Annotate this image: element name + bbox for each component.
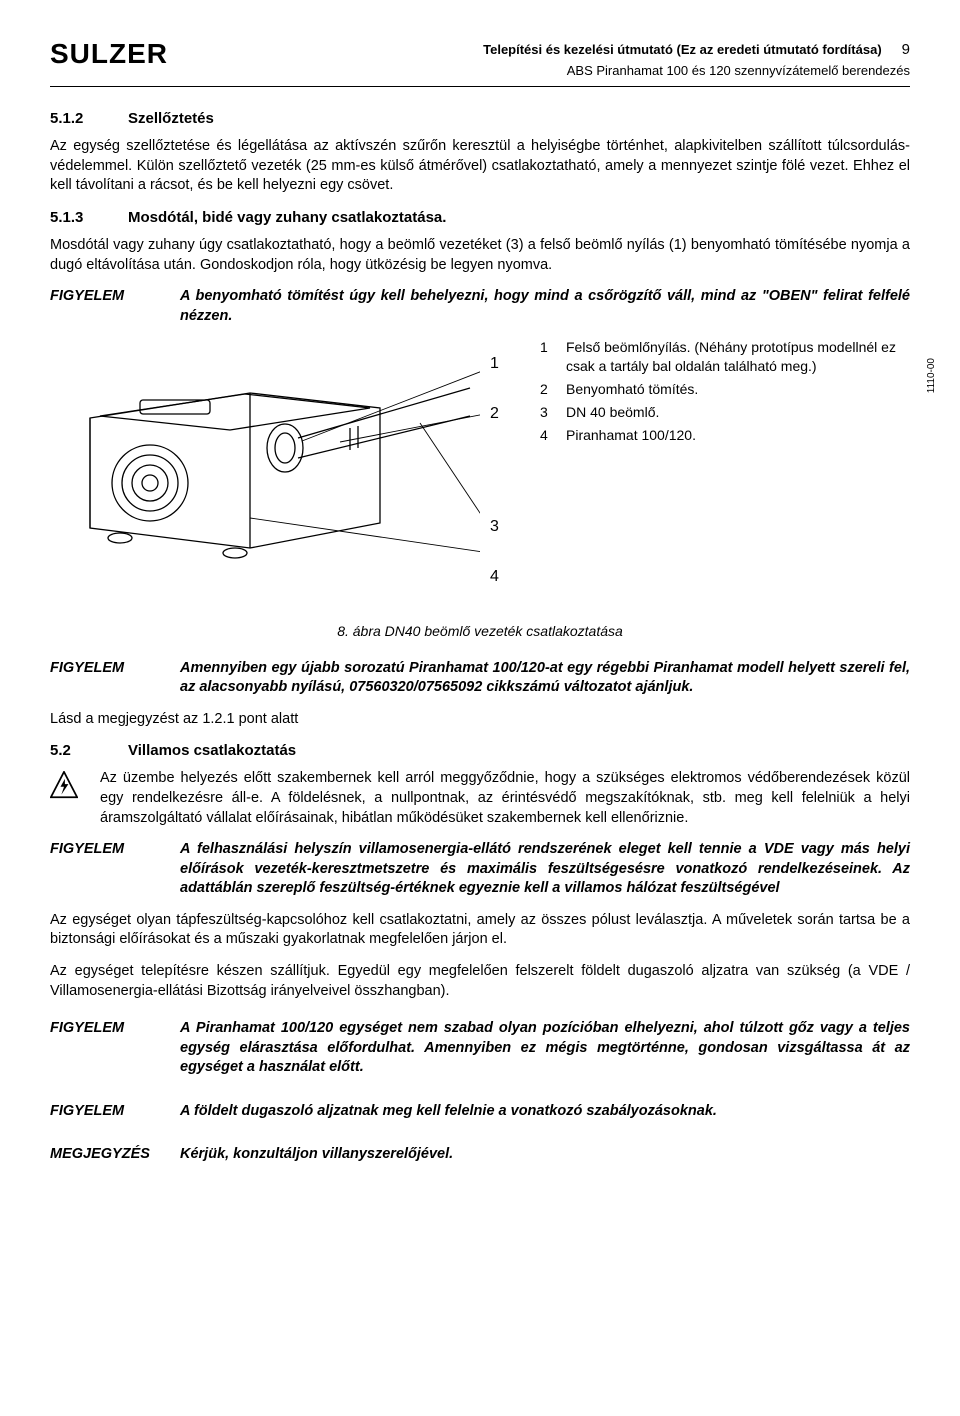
legend-text: DN 40 beömlő.: [566, 403, 659, 422]
legend-item-2: 2 Benyomható tömítés.: [540, 380, 910, 399]
section-title: Mosdótál, bidé vagy zuhany csatlakoztatá…: [128, 208, 446, 228]
callout-1: 1: [490, 353, 530, 375]
notice-text: Kérjük, konzultáljon villanyszerelőjével…: [180, 1145, 910, 1165]
doc-subtitle: ABS Piranhamat 100 és 120 szennyvízáteme…: [483, 62, 910, 80]
page-number: 9: [902, 40, 910, 60]
legend-text: Felső beömlőnyílás. (Néhány prototípus m…: [566, 338, 910, 376]
notice-label: FIGYELEM: [50, 659, 180, 698]
legend-item-3: 3 DN 40 beömlő.: [540, 403, 910, 422]
notice-text: Amennyiben egy újabb sorozatú Piranhamat…: [180, 659, 910, 698]
section-5-1-2-heading: 5.1.2 Szellőztetés: [50, 109, 910, 129]
notice-2: FIGYELEM Amennyiben egy újabb sorozatú P…: [50, 659, 910, 698]
section-5-2-body: Az üzembe helyezés előtt szakembernek ke…: [100, 769, 910, 828]
figure-legend: 1 Felső beömlőnyílás. (Néhány prototípus…: [540, 338, 910, 448]
device-diagram-svg: [50, 338, 480, 578]
legend-text: Benyomható tömítés.: [566, 380, 698, 399]
figure-callouts: 1 2 3 4: [490, 338, 530, 615]
notice-4: FIGYELEM A Piranhamat 100/120 egységet n…: [50, 1019, 910, 1078]
legend-num: 2: [540, 380, 554, 399]
notice-label: FIGYELEM: [50, 1019, 180, 1078]
legend-num: 3: [540, 403, 554, 422]
notice-text: A földelt dugaszoló aljzatnak meg kell f…: [180, 1102, 910, 1122]
legend-text: Piranhamat 100/120.: [566, 426, 696, 445]
notice-3: FIGYELEM A felhasználási helyszín villam…: [50, 840, 910, 899]
figure-image: [50, 338, 480, 585]
section-title: Villamos csatlakoztatás: [128, 741, 296, 761]
logo: SULZER: [50, 40, 168, 68]
electrical-hazard-icon: [50, 771, 78, 799]
notice-label: FIGYELEM: [50, 1102, 180, 1122]
figure-8: 1 2 3 4 1 Felső beömlőnyílás. (Néhány pr…: [50, 338, 910, 615]
callout-2: 2: [490, 403, 530, 425]
warning-block: Az üzembe helyezés előtt szakembernek ke…: [50, 769, 910, 828]
header-right: Telepítési és kezelési útmutató (Ez az e…: [483, 40, 910, 80]
callout-3: 3: [490, 516, 530, 538]
notice-label: FIGYELEM: [50, 840, 180, 899]
section-5-1-3-body: Mosdótál vagy zuhany úgy csatlakoztathat…: [50, 236, 910, 275]
notice-1: FIGYELEM A benyomható tömítést úgy kell …: [50, 287, 910, 326]
notice-label: FIGYELEM: [50, 287, 180, 326]
legend-num: 1: [540, 338, 554, 376]
section-5-1-2-body: Az egység szellőztetése és légellátása a…: [50, 137, 910, 196]
notice-text: A Piranhamat 100/120 egységet nem szabad…: [180, 1019, 910, 1078]
notice-label: MEGJEGYZÉS: [50, 1145, 180, 1165]
section-5-2-heading: 5.2 Villamos csatlakoztatás: [50, 741, 910, 761]
section-number: 5.1.3: [50, 208, 98, 228]
notice-text: A benyomható tömítést úgy kell behelyezn…: [180, 287, 910, 326]
legend-num: 4: [540, 426, 554, 445]
section-5-1-3-heading: 5.1.3 Mosdótál, bidé vagy zuhany csatlak…: [50, 208, 910, 228]
doc-title: Telepítési és kezelési útmutató (Ez az e…: [483, 41, 882, 59]
legend-item-1: 1 Felső beömlőnyílás. (Néhány prototípus…: [540, 338, 910, 376]
figure-caption: 8. ábra DN40 beömlő vezeték csatlakoztat…: [50, 622, 910, 641]
section-number: 5.1.2: [50, 109, 98, 129]
callout-4: 4: [490, 566, 530, 588]
notice-6: MEGJEGYZÉS Kérjük, konzultáljon villanys…: [50, 1145, 910, 1165]
notice-5: FIGYELEM A földelt dugaszoló aljzatnak m…: [50, 1102, 910, 1122]
section-number: 5.2: [50, 741, 98, 761]
figure-code: 1110-00: [925, 358, 939, 393]
paragraph-after-notice-3a: Az egységet olyan tápfeszültség-kapcsoló…: [50, 911, 910, 950]
section-title: Szellőztetés: [128, 109, 214, 129]
page-header: SULZER Telepítési és kezelési útmutató (…: [50, 40, 910, 87]
notice-text: A felhasználási helyszín villamosenergia…: [180, 840, 910, 899]
ref-121: Lásd a megjegyzést az 1.2.1 pont alatt: [50, 710, 910, 730]
paragraph-after-notice-3b: Az egységet telepítésre készen szállítju…: [50, 962, 910, 1001]
legend-item-4: 4 Piranhamat 100/120.: [540, 426, 910, 445]
